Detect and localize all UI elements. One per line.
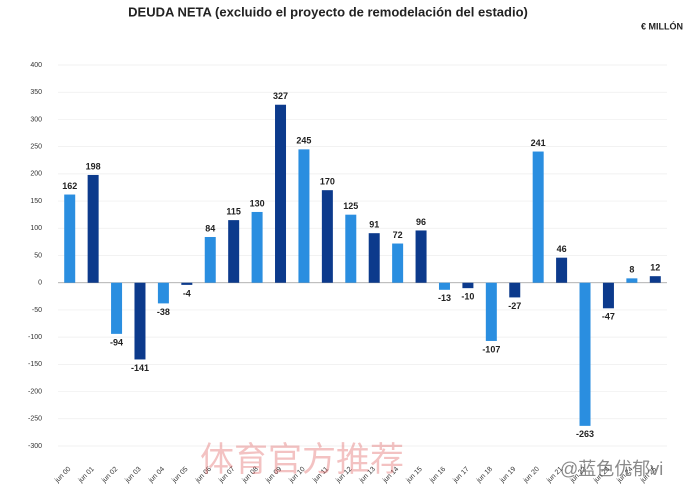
value-label: -27	[508, 301, 521, 311]
value-label: 241	[531, 138, 546, 148]
y-tick-label: -200	[28, 388, 42, 395]
y-tick-label: 300	[30, 116, 42, 123]
y-tick-label: 50	[34, 252, 42, 259]
x-tick-label: jun 01	[77, 466, 96, 485]
x-tick-label: jun 04	[147, 466, 166, 485]
value-label: 8	[629, 265, 634, 275]
value-label: 130	[250, 198, 265, 208]
y-tick-label: 400	[30, 62, 42, 69]
value-label: -107	[482, 344, 500, 354]
bar	[415, 230, 427, 283]
value-label: 91	[369, 220, 379, 230]
value-label: 125	[343, 201, 358, 211]
value-label: 327	[273, 91, 288, 101]
value-label: -4	[183, 288, 191, 298]
unit-label: € MILLÓN	[641, 20, 683, 31]
y-tick-label: 150	[30, 198, 42, 205]
value-label: 245	[296, 136, 311, 146]
bar	[462, 282, 474, 289]
bar	[181, 282, 193, 285]
x-tick-label: jun 03	[124, 466, 143, 485]
x-tick-label: jun 17	[451, 466, 470, 485]
y-tick-label: -100	[28, 334, 42, 341]
bar	[556, 257, 568, 283]
y-tick-label: 100	[30, 225, 42, 232]
value-label: 170	[320, 177, 335, 187]
bar	[251, 211, 263, 283]
bar	[298, 149, 310, 283]
chart-title: DEUDA NETA (excluido el proyecto de remo…	[128, 4, 528, 19]
bar	[345, 214, 357, 283]
value-label: 115	[226, 206, 241, 216]
y-tick-label: -250	[28, 416, 42, 423]
x-tick-label: jun 05	[170, 466, 189, 485]
bar	[438, 282, 450, 290]
bar	[509, 282, 521, 298]
x-tick-label: jun 18	[475, 466, 494, 485]
bar	[204, 236, 216, 283]
value-label: -141	[131, 363, 149, 373]
bar	[111, 282, 123, 334]
y-tick-label: 0	[38, 280, 42, 287]
x-tick-label: jun 16	[428, 466, 447, 485]
bar	[134, 282, 146, 360]
x-tick-label: jun 20	[522, 466, 541, 485]
value-label: 46	[557, 244, 567, 254]
value-label: -263	[576, 429, 594, 439]
y-tick-label: -150	[28, 361, 42, 368]
bar	[64, 194, 76, 283]
bar	[321, 190, 333, 283]
value-label: -13	[438, 293, 451, 303]
bar	[392, 243, 404, 283]
y-tick-label: -50	[32, 307, 42, 314]
value-label: -38	[157, 307, 170, 317]
y-tick-label: 350	[30, 89, 42, 96]
bar	[532, 151, 544, 283]
bar	[579, 282, 591, 426]
x-tick-label: jun 15	[405, 466, 424, 485]
value-label: 96	[416, 217, 426, 227]
x-tick-label: jun 02	[100, 466, 119, 485]
value-label: 12	[650, 263, 660, 273]
watermark: 体育官方推荐	[200, 441, 404, 479]
value-label: -47	[602, 312, 615, 322]
y-tick-label: -300	[28, 443, 42, 450]
bar	[228, 220, 240, 283]
value-label: 84	[205, 223, 215, 233]
value-label: 72	[393, 230, 403, 240]
bar	[368, 233, 380, 283]
value-label: -94	[110, 337, 123, 347]
bar	[602, 282, 614, 309]
y-tick-label: 250	[30, 143, 42, 150]
bar	[157, 282, 169, 304]
bar	[626, 278, 638, 283]
bar	[275, 104, 287, 283]
x-tick-label: jun 00	[53, 466, 72, 485]
x-tick-label: jun 19	[498, 466, 517, 485]
bar	[87, 174, 99, 283]
watermark: @蓝色优郁vi	[560, 459, 663, 479]
value-label: 162	[62, 181, 77, 191]
bar	[485, 282, 497, 341]
value-label: -10	[461, 292, 474, 302]
bar	[649, 276, 661, 283]
y-tick-label: 200	[30, 171, 42, 178]
value-label: 198	[86, 161, 101, 171]
